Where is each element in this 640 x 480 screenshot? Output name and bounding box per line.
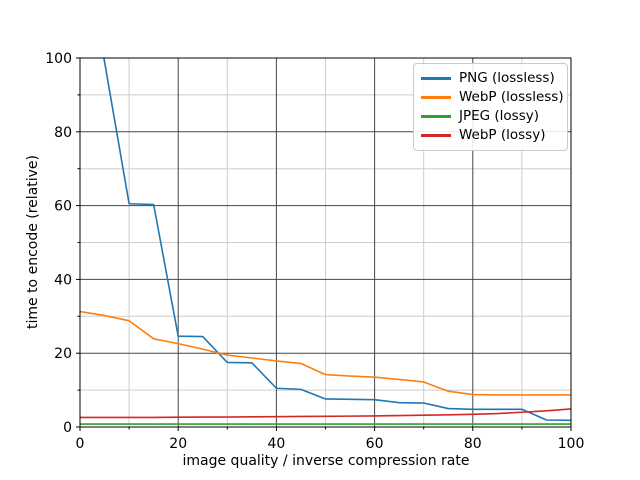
legend-line-sample-webp-lossless: [421, 96, 451, 99]
y-tick-label: 0: [63, 420, 72, 436]
x-tick-label: 20: [169, 436, 187, 452]
legend-label-jpeg-lossy: JPEG (lossy): [459, 107, 540, 124]
y-tick-label: 20: [54, 346, 72, 362]
legend-label-png-lossless: PNG (lossless): [459, 69, 555, 86]
x-tick-label: 80: [464, 436, 482, 452]
legend-line-sample-webp-lossy: [421, 134, 451, 137]
legend-line-sample-png-lossless: [421, 77, 451, 80]
x-tick-label: 60: [366, 436, 384, 452]
series-group: [80, 58, 571, 425]
series-line-png-lossless: [103, 58, 571, 422]
series-line-webp-lossy: [80, 408, 571, 419]
x-tick-label: 0: [76, 436, 85, 452]
x-tick-label: 40: [267, 436, 285, 452]
x-axis-title: image quality / inverse compression rate: [182, 453, 470, 469]
legend-item-jpeg-lossy: JPEG (lossy): [421, 107, 560, 124]
legend-item-webp-lossy: WebP (lossy): [421, 126, 560, 143]
y-tick-label: 100: [45, 51, 72, 67]
y-tick-label: 80: [54, 125, 72, 141]
legend-item-webp-lossless: WebP (lossless): [421, 90, 564, 105]
series-line-webp-lossless: [80, 310, 571, 396]
x-tick-label: 100: [558, 436, 585, 452]
legend: PNG (lossless) WebP (lossless) JPEG (los…: [413, 63, 568, 151]
y-tick-label: 40: [54, 272, 72, 288]
legend-line-sample-jpeg-lossy: [421, 115, 451, 118]
y-tick-label: 60: [54, 199, 72, 215]
legend-label-webp-lossless: WebP (lossless): [459, 88, 564, 105]
y-axis-title: time to encode (relative): [25, 154, 41, 330]
legend-item-png-lossless: PNG (lossless): [421, 69, 560, 86]
legend-label-webp-lossy: WebP (lossy): [459, 126, 546, 143]
